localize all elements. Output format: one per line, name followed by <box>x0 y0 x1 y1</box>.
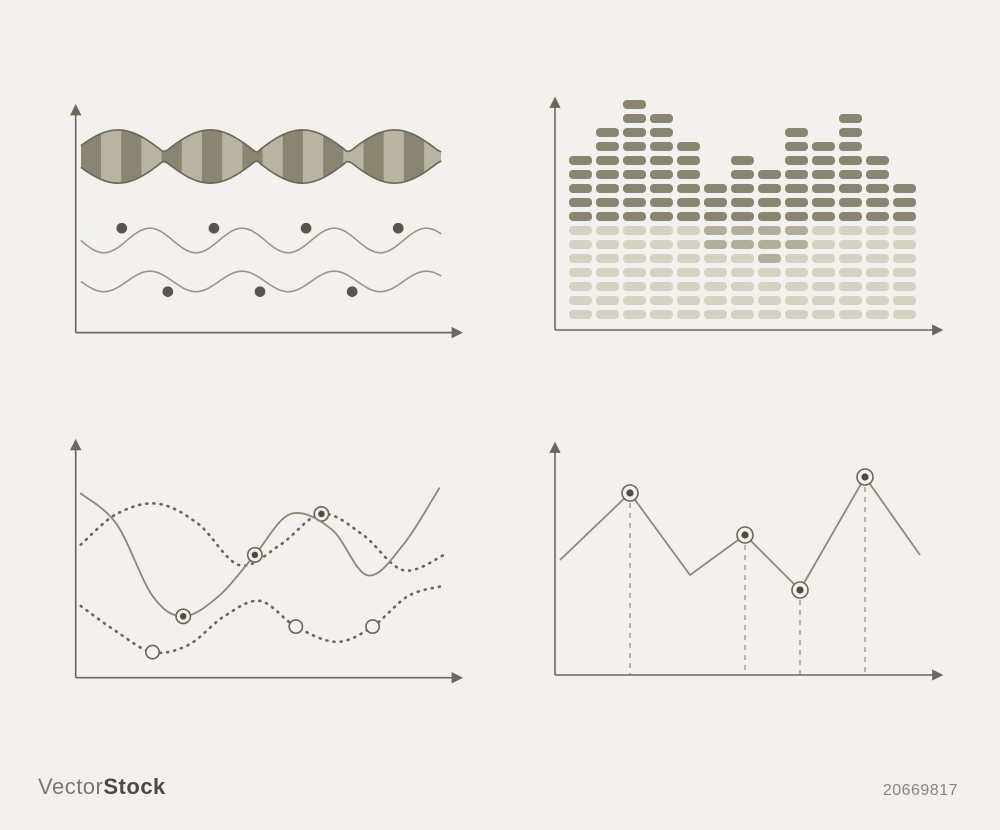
chart-line <box>525 410 955 710</box>
watermark-brand: VectorStock <box>38 774 166 800</box>
watermark-id: 20669817 <box>883 782 958 800</box>
chart-equalizer <box>525 70 955 370</box>
chart-area-wave <box>45 70 475 370</box>
chart-dotted-lines <box>45 410 475 710</box>
watermark-light: Vector <box>38 774 103 799</box>
charts-grid <box>0 0 1000 830</box>
watermark-bold: Stock <box>103 774 165 799</box>
